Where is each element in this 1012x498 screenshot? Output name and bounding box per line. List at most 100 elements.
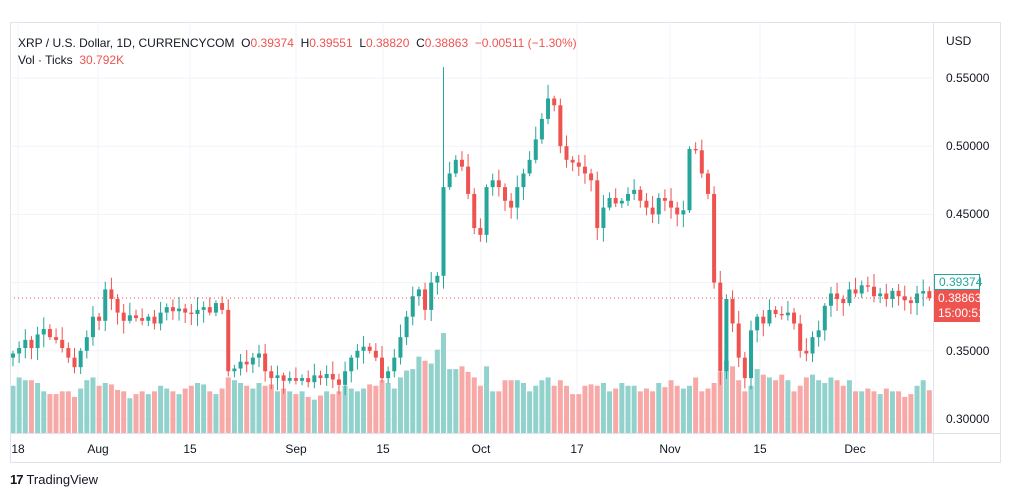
volume-bar	[22, 380, 28, 433]
volume-bar	[896, 391, 902, 433]
candle	[97, 312, 102, 331]
volume-bar	[428, 363, 434, 433]
candle	[54, 328, 59, 344]
volume-bar	[78, 388, 84, 433]
candle	[281, 372, 286, 394]
volume-bar	[84, 380, 90, 433]
symbol-title[interactable]: XRP / U.S. Dollar, 1D, CURRENCYCOM	[18, 36, 235, 50]
candle-body	[238, 361, 243, 369]
candle	[798, 314, 803, 358]
candle	[269, 365, 274, 390]
candle	[152, 310, 157, 330]
candle	[638, 186, 643, 208]
candle-body	[17, 348, 22, 354]
volume-bar	[846, 380, 852, 433]
volume-bar	[889, 391, 895, 433]
candle-body	[705, 173, 710, 194]
volume-bar	[680, 388, 686, 433]
volume-bar	[803, 377, 809, 433]
candle	[287, 371, 292, 384]
volume-bar	[133, 394, 139, 433]
volume-label[interactable]: Vol · Ticks	[18, 53, 73, 67]
candle	[601, 194, 606, 242]
candle-body	[798, 323, 803, 351]
volume-bar	[219, 388, 225, 433]
candle-body	[140, 318, 145, 321]
candle-body	[632, 189, 637, 194]
candle	[632, 179, 637, 201]
volume-row: Vol · Ticks 30.792K	[18, 52, 577, 69]
candle	[207, 297, 212, 316]
volume-bar	[865, 388, 871, 433]
candle-body	[687, 148, 692, 211]
candle	[613, 188, 618, 208]
candle	[804, 338, 809, 362]
volume-bar	[650, 391, 656, 433]
candle-body	[170, 307, 175, 312]
candle-body	[662, 198, 667, 201]
candle	[293, 367, 298, 385]
candle	[115, 294, 120, 325]
candle	[41, 317, 46, 348]
volume-bar	[151, 391, 157, 433]
candle	[822, 303, 827, 341]
candle-body	[466, 166, 471, 194]
chart-legend: XRP / U.S. Dollar, 1D, CURRENCYCOM O0.39…	[18, 35, 577, 69]
volume-bar	[453, 369, 459, 433]
volume-bar	[41, 391, 47, 433]
candle-body	[564, 146, 569, 160]
candle	[527, 151, 532, 177]
candle-body	[503, 187, 507, 201]
candle-body	[539, 118, 544, 140]
candle-body	[613, 198, 618, 204]
price-tick: 0.45000	[946, 207, 990, 221]
candle-body	[429, 282, 434, 310]
candle-body	[718, 282, 723, 372]
volume-bar	[816, 380, 822, 433]
volume-bar	[502, 380, 508, 433]
volume-value: 30.792K	[79, 53, 125, 67]
candle-body	[650, 207, 655, 215]
tradingview-attribution[interactable]: 17 TradingView	[10, 472, 98, 487]
candle-body	[398, 337, 403, 358]
candle-body	[213, 303, 218, 313]
candle	[380, 345, 384, 383]
candle	[11, 350, 15, 367]
candle-body	[822, 305, 827, 331]
volume-bar	[324, 391, 330, 433]
volume-bar	[465, 371, 471, 433]
candle-body	[47, 328, 52, 338]
candle-body	[201, 307, 206, 310]
candles	[11, 67, 932, 396]
volume-bar	[797, 385, 803, 433]
volume-bar	[182, 388, 188, 433]
volume-bar	[693, 377, 699, 433]
volume-bar	[250, 388, 256, 433]
candle	[853, 277, 858, 298]
volume-bar	[508, 380, 514, 433]
candle	[626, 187, 630, 207]
time-tick: Dec	[844, 442, 866, 456]
candle	[201, 301, 206, 323]
candle-body	[23, 339, 28, 349]
volume-bar	[791, 391, 797, 433]
candle	[423, 282, 428, 321]
candle-body	[318, 375, 323, 379]
volume-bar	[256, 383, 262, 433]
volume-bar	[607, 391, 613, 433]
candle-body	[669, 200, 674, 208]
candle-body	[41, 328, 46, 335]
candle	[121, 303, 126, 334]
volume-bar	[447, 369, 453, 433]
candle	[785, 300, 790, 321]
candle-body	[11, 353, 15, 358]
candle-body	[183, 308, 188, 313]
candle-body	[54, 337, 59, 340]
candle	[921, 279, 926, 307]
candle	[761, 310, 766, 337]
volume-bar	[520, 383, 526, 433]
volume-bar	[330, 394, 336, 433]
currency-label[interactable]: USD	[946, 34, 972, 48]
